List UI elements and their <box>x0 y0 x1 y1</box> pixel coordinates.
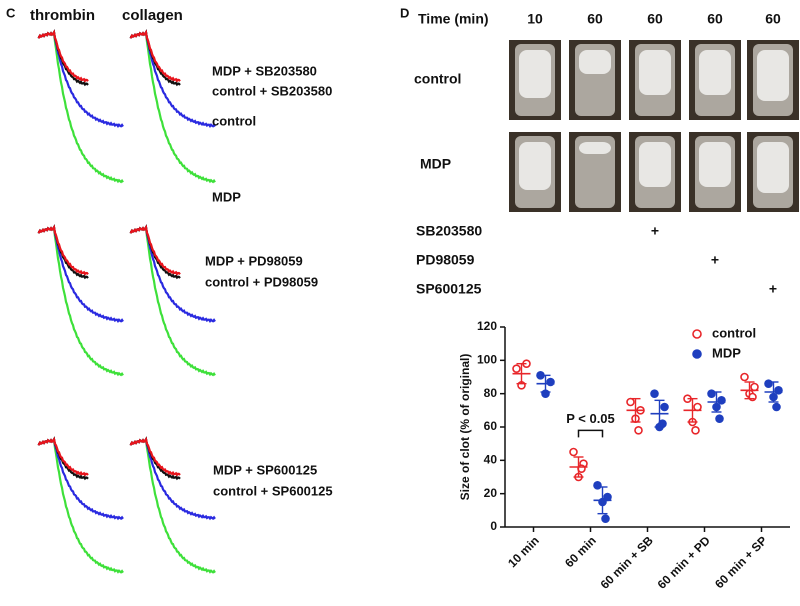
x-tick-label: 60 min + PD <box>655 533 713 591</box>
aggregation-trace <box>129 29 181 83</box>
clot <box>519 142 551 190</box>
x-tick-label: 60 min <box>562 533 599 570</box>
aggregation-trace <box>129 436 216 521</box>
x-tick-label: 10 min <box>505 533 542 570</box>
data-point <box>715 414 724 423</box>
column-label: thrombin <box>30 7 95 24</box>
data-point <box>691 426 700 435</box>
data-point <box>512 364 521 373</box>
treatment-label: PD98059 <box>416 252 475 268</box>
data-point <box>707 389 716 398</box>
time-label: 10 <box>527 11 543 27</box>
time-header: Time (min) <box>418 11 489 27</box>
x-tick-label: 60 min + SP <box>712 533 770 591</box>
y-tick-label: 20 <box>484 486 498 500</box>
clot <box>639 50 671 95</box>
data-point <box>650 389 659 398</box>
aggregation-trace <box>129 436 181 477</box>
data-point <box>569 447 578 457</box>
column-label: collagen <box>122 7 183 24</box>
aggregation-trace <box>37 224 89 276</box>
y-tick-label: 40 <box>484 453 498 467</box>
data-point <box>601 514 610 523</box>
trace-label: control <box>212 113 256 128</box>
treatment-label: SB203580 <box>416 223 482 239</box>
error-bar <box>654 399 665 428</box>
treatment-sign: + <box>711 252 719 268</box>
panel-label: C <box>6 5 16 20</box>
data-point <box>660 402 669 412</box>
time-label: 60 <box>765 11 781 27</box>
trace-label: MDP + SB203580 <box>212 63 317 78</box>
row-label: MDP <box>420 156 451 172</box>
y-tick-label: 60 <box>484 419 498 433</box>
aggregation-trace <box>37 436 124 521</box>
aggregation-trace <box>37 436 124 574</box>
error-bar <box>711 391 722 413</box>
data-point <box>634 426 643 435</box>
legend-label: control <box>712 325 756 340</box>
time-label: 60 <box>587 11 603 27</box>
time-label: 60 <box>647 11 663 27</box>
x-tick-label: 60 min + SB <box>598 533 656 591</box>
aggregation-trace <box>37 29 89 83</box>
legend-marker <box>692 349 702 359</box>
trace-label: control + PD98059 <box>205 274 318 289</box>
error-bar <box>630 397 641 423</box>
trace-label: control + SP600125 <box>213 483 333 498</box>
error-bar <box>516 362 527 385</box>
data-point <box>626 397 635 407</box>
aggregation-trace <box>37 436 89 477</box>
clot <box>757 142 789 193</box>
data-point <box>764 379 773 388</box>
treatment-sign: + <box>769 281 777 297</box>
clot <box>579 142 611 154</box>
trace-label: MDP + PD98059 <box>205 253 303 268</box>
clot <box>519 50 551 98</box>
data-point <box>593 481 602 490</box>
trace-label: control + SB203580 <box>212 83 332 98</box>
data-point <box>772 402 781 412</box>
trace-label: MDP + SP600125 <box>213 462 317 477</box>
y-tick-label: 120 <box>477 319 497 333</box>
data-point <box>740 372 749 382</box>
clot <box>699 50 731 95</box>
treatment-sign: + <box>651 223 659 239</box>
error-bar <box>540 374 551 393</box>
y-tick-label: 80 <box>484 386 498 400</box>
error-bar <box>687 397 698 423</box>
aggregation-trace <box>129 224 181 276</box>
time-label: 60 <box>707 11 723 27</box>
legend-label: MDP <box>712 345 741 360</box>
clot <box>579 50 611 74</box>
y-tick-label: 100 <box>477 353 497 367</box>
data-point <box>693 402 702 412</box>
error-bar <box>768 381 779 403</box>
significance-bracket <box>577 429 604 438</box>
legend-marker <box>692 329 702 339</box>
y-axis-label: Size of clot (% of original) <box>458 354 472 501</box>
data-point <box>750 382 759 392</box>
error-bar <box>597 486 608 515</box>
error-bar <box>744 381 755 400</box>
clot <box>699 142 731 187</box>
panel-label: D <box>400 5 409 20</box>
aggregation-trace <box>129 436 216 574</box>
row-label: control <box>414 71 461 87</box>
y-tick-label: 0 <box>490 519 497 533</box>
clot <box>757 50 789 101</box>
tube-glass <box>575 136 615 208</box>
treatment-label: SP600125 <box>416 281 482 297</box>
annotation: P < 0.05 <box>566 411 615 426</box>
error-bar <box>573 456 584 478</box>
trace-label: MDP <box>212 189 241 204</box>
clot <box>639 142 671 187</box>
